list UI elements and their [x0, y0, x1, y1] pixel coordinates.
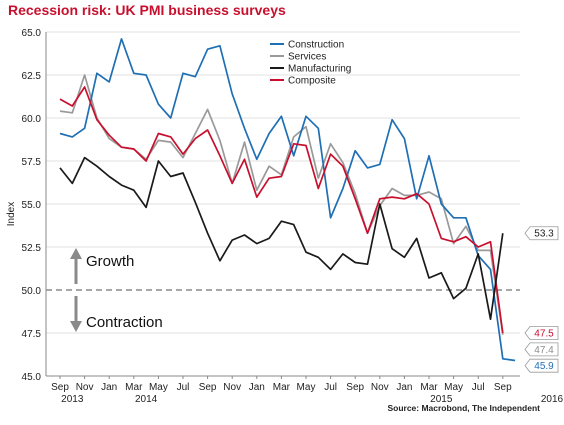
- end-label-value: 53.3: [534, 229, 554, 240]
- x-tick-label: Mar: [273, 382, 291, 393]
- end-label-box: [524, 226, 559, 241]
- x-tick-label: Nov: [76, 382, 94, 393]
- end-label-box: [524, 326, 559, 340]
- legend-label: Manufacturing: [288, 64, 351, 75]
- source-note: Source: Macrobond, The Independent: [387, 403, 540, 413]
- legend: ConstructionServicesManufacturingComposi…: [270, 40, 351, 87]
- x-tick-label: Jan: [101, 382, 117, 393]
- x-tick-label: Mar: [420, 382, 438, 393]
- y-tick-label: 52.5: [22, 243, 42, 254]
- x-tick-label: Jul: [177, 382, 190, 393]
- contraction-annotation: Contraction: [86, 314, 163, 331]
- growth-annotation: Growth: [86, 253, 134, 270]
- end-label-value: 45.9: [534, 361, 554, 372]
- x-tick-label: Jan: [396, 382, 412, 393]
- x-tick-label: Nov: [371, 382, 389, 393]
- chart-title: Recession risk: UK PMI business surveys: [8, 2, 286, 18]
- x-tick-label: May: [297, 382, 316, 393]
- series-line-composite: [59, 86, 504, 334]
- growth-arrow-head: [70, 248, 82, 259]
- y-tick-label: 57.5: [22, 157, 42, 168]
- legend-label: Composite: [288, 76, 336, 87]
- series-lines: [59, 38, 516, 362]
- x-tick-label: Mar: [125, 382, 143, 393]
- series-line-services: [59, 74, 504, 335]
- legend-label: Construction: [288, 40, 344, 51]
- y-tick-label: 50.0: [22, 286, 42, 297]
- end-label-box: [524, 342, 559, 357]
- legend-label: Services: [288, 52, 326, 63]
- end-value-labels: 53.3 47.5 47.4 45.9: [524, 226, 559, 373]
- end-label-value: 47.4: [534, 345, 554, 356]
- x-tick-label: Sep: [346, 382, 364, 393]
- y-tick-label: 47.5: [22, 329, 42, 340]
- x-year-label: 2013: [61, 394, 84, 405]
- y-tick-label: 60.0: [22, 114, 42, 125]
- end-label-box: [524, 358, 559, 373]
- y-tick-label: 55.0: [22, 200, 42, 211]
- x-year-label: 2015: [430, 394, 453, 405]
- end-label-value: 47.5: [534, 329, 554, 340]
- x-tick-label: Jul: [324, 382, 337, 393]
- x-tick-label: Jul: [472, 382, 485, 393]
- y-tick-label: 65.0: [22, 28, 42, 39]
- series-line-construction: [59, 38, 516, 362]
- contraction-arrow-head: [70, 321, 82, 332]
- x-tick-label: May: [149, 382, 168, 393]
- x-tick-label: Jan: [249, 382, 265, 393]
- series-line-manufacturing: [59, 156, 504, 321]
- x-axis: Sep Nov Jan Mar May Jul Sep Nov Jan Mar May Jul Sep N…: [51, 376, 564, 405]
- x-tick-label: Nov: [223, 382, 241, 393]
- x-year-label: 2016: [541, 394, 564, 405]
- x-tick-label: Sep: [199, 382, 217, 393]
- x-year-label: 2014: [135, 394, 158, 405]
- y-tick-label: 45.0: [22, 372, 42, 383]
- y-tick-label: 62.5: [22, 71, 42, 82]
- y-axis-label: Index: [6, 202, 17, 226]
- y-axis: 45.0 47.5 50.0 52.5 55.0 57.5 60.0 62.5 65.0: [22, 28, 42, 383]
- x-tick-label: May: [444, 382, 463, 393]
- x-tick-label: Sep: [494, 382, 512, 393]
- growth-contraction-arrows: [70, 248, 82, 332]
- x-tick-label: Sep: [51, 382, 69, 393]
